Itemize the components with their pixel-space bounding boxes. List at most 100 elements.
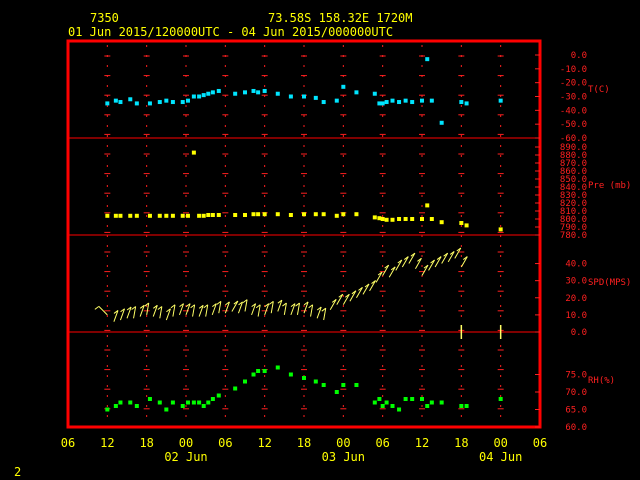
point-1-31 bbox=[377, 216, 382, 221]
point-0-6 bbox=[157, 100, 162, 105]
point-3-14 bbox=[206, 400, 211, 405]
wind-arrowhead-20 bbox=[238, 301, 243, 306]
y-tick-label-1-2: 870.0 bbox=[560, 159, 587, 169]
wind-arrow-13 bbox=[192, 304, 196, 317]
wind-arrowhead-13 bbox=[190, 304, 195, 309]
wind-arrow-1 bbox=[113, 310, 119, 322]
point-1-37 bbox=[410, 217, 415, 221]
point-3-35 bbox=[397, 407, 402, 412]
point-1-20 bbox=[256, 212, 261, 217]
x-hour-label-2: 18 bbox=[139, 436, 153, 450]
point-1-38 bbox=[420, 217, 424, 221]
plot-frame bbox=[66, 39, 542, 429]
wind-arrowhead-52 bbox=[449, 251, 455, 255]
point-0-4 bbox=[134, 101, 139, 106]
wind-arrow-45 bbox=[401, 256, 409, 268]
point-1-44 bbox=[498, 227, 503, 232]
point-0-7 bbox=[164, 98, 169, 103]
point-0-39 bbox=[425, 57, 430, 62]
y-tick-label-0-2: -20.0 bbox=[560, 79, 587, 89]
point-1-30 bbox=[372, 215, 377, 220]
point-0-2 bbox=[118, 100, 123, 105]
point-3-8 bbox=[170, 400, 175, 405]
point-0-14 bbox=[206, 91, 211, 96]
wind-arrow-10 bbox=[172, 304, 176, 317]
wind-arrow-22 bbox=[251, 303, 257, 316]
wind-arrow-51 bbox=[441, 252, 449, 264]
y-tick-label-2-1: 30.0 bbox=[565, 277, 587, 287]
y-tick-label-3-0: 75.0 bbox=[565, 371, 587, 381]
y-tick-label-1-10: 790.0 bbox=[560, 223, 587, 233]
wind-arrowhead-4 bbox=[131, 306, 136, 310]
point-1-40 bbox=[429, 217, 434, 221]
point-1-15 bbox=[210, 213, 215, 217]
point-3-23 bbox=[288, 372, 293, 377]
point-3-1 bbox=[113, 404, 118, 408]
wind-arrow-20 bbox=[237, 301, 244, 314]
wind-arrow-46 bbox=[408, 252, 416, 264]
wind-arrowhead-7 bbox=[153, 304, 158, 309]
point-1-26 bbox=[321, 212, 326, 217]
wind-arrowhead-46 bbox=[410, 252, 416, 257]
point-3-43 bbox=[464, 404, 469, 408]
point-0-8 bbox=[170, 100, 175, 105]
wind-arrow-52 bbox=[447, 251, 455, 263]
point-1-23 bbox=[288, 213, 293, 217]
wind-arrowhead-44 bbox=[397, 259, 403, 264]
point-3-32 bbox=[380, 404, 385, 408]
point-0-30 bbox=[372, 91, 377, 96]
wind-arrowhead-47 bbox=[417, 257, 422, 262]
point-3-30 bbox=[372, 400, 377, 405]
wind-arrowhead-37 bbox=[351, 290, 357, 295]
wind-arrow-9 bbox=[165, 308, 171, 321]
y-tick-label-0-1: -10.0 bbox=[560, 65, 587, 75]
wind-arrowhead-48 bbox=[423, 264, 429, 269]
point-3-29 bbox=[354, 383, 359, 387]
point-0-24 bbox=[302, 94, 306, 99]
x-date-label-2: 04 Jun bbox=[479, 450, 522, 464]
wind-arrow-6 bbox=[146, 302, 150, 315]
station-location: 73.58S 158.32E 1720M bbox=[268, 11, 413, 25]
point-0-36 bbox=[403, 98, 408, 103]
wind-arrow-44 bbox=[395, 259, 403, 271]
wind-arrow-47 bbox=[415, 258, 422, 269]
point-1-19 bbox=[251, 212, 256, 217]
y-tick-label-1-3: 860.0 bbox=[560, 167, 587, 177]
point-1-27 bbox=[334, 213, 339, 218]
y-tick-label-2-3: 10.0 bbox=[565, 311, 587, 321]
wind-arrow-25 bbox=[270, 301, 274, 314]
point-3-18 bbox=[243, 379, 247, 384]
page-number: 2 bbox=[14, 465, 21, 479]
point-3-0 bbox=[105, 407, 110, 412]
point-0-18 bbox=[243, 90, 247, 95]
point-1-35 bbox=[397, 217, 402, 221]
panel-label-1: Pre (mb) bbox=[588, 181, 631, 191]
point-1-14 bbox=[206, 213, 211, 217]
station-id: 7350 bbox=[90, 11, 119, 25]
point-3-3 bbox=[128, 400, 133, 405]
y-tick-label-3-2: 65.0 bbox=[565, 406, 587, 416]
wind-arrow-48 bbox=[421, 264, 429, 276]
y-tick-label-0-5: -50.0 bbox=[560, 120, 587, 130]
point-0-5 bbox=[147, 101, 152, 106]
wind-arrow-36 bbox=[342, 293, 350, 305]
point-1-32 bbox=[380, 217, 385, 221]
panel-label-3: RH(%) bbox=[588, 376, 615, 386]
wind-arrowhead-30 bbox=[303, 301, 309, 306]
wind-arrowhead-28 bbox=[290, 303, 296, 308]
point-1-36 bbox=[403, 217, 408, 221]
y-tick-label-1-7: 820.0 bbox=[560, 199, 587, 209]
point-0-32 bbox=[380, 101, 385, 106]
wind-arrowhead-22 bbox=[251, 303, 256, 308]
point-1-8 bbox=[170, 213, 175, 218]
wind-arrowhead-33 bbox=[321, 307, 327, 312]
y-tick-label-1-1: 880.0 bbox=[560, 151, 587, 161]
wind-arrow-32 bbox=[316, 306, 322, 319]
wind-arrow-18 bbox=[224, 301, 230, 314]
wind-arrowhead-5 bbox=[139, 304, 145, 309]
wind-arrowhead-41 bbox=[377, 271, 383, 276]
y-tick-labels: 0.0 -10.0 -20.0 -30.0 -40.0 -50.0 -60.0890.088… bbox=[535, 51, 587, 433]
wind-arrow-53 bbox=[454, 247, 462, 259]
point-3-10 bbox=[185, 400, 190, 405]
point-3-31 bbox=[377, 397, 382, 401]
